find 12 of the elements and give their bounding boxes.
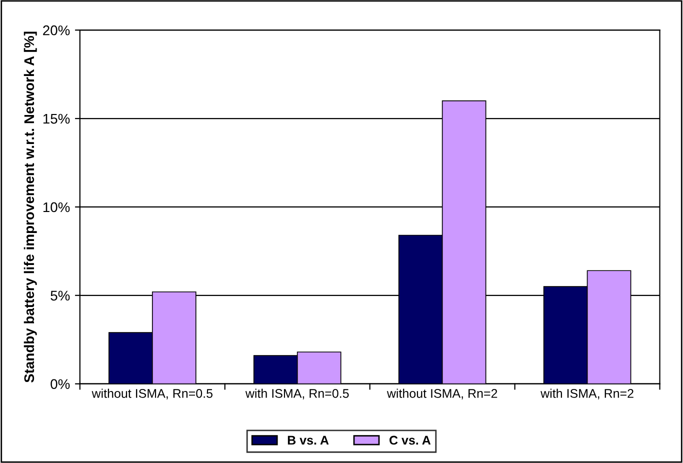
y-tick-label: 15% <box>43 114 70 124</box>
x-tick-label: with ISMA, Rn=0.5 <box>245 388 349 400</box>
x-tick-label: without ISMA, Rn=0.5 <box>92 388 212 400</box>
y-tick-label: 20% <box>43 25 70 36</box>
legend-label: C vs. A <box>390 436 431 445</box>
y-tick-label: 10% <box>43 202 70 212</box>
y-tick-label: 5% <box>50 290 70 301</box>
x-tick-label: without ISMA, Rn=2 <box>386 388 498 400</box>
x-tick-label: with ISMA, Rn=2 <box>540 388 634 400</box>
legend-label: B vs. A <box>288 436 329 445</box>
y-tick-label: 0% <box>50 379 70 389</box>
y-axis-title: Standby battery life improvement w.r.t. Network A [%] <box>24 32 37 383</box>
